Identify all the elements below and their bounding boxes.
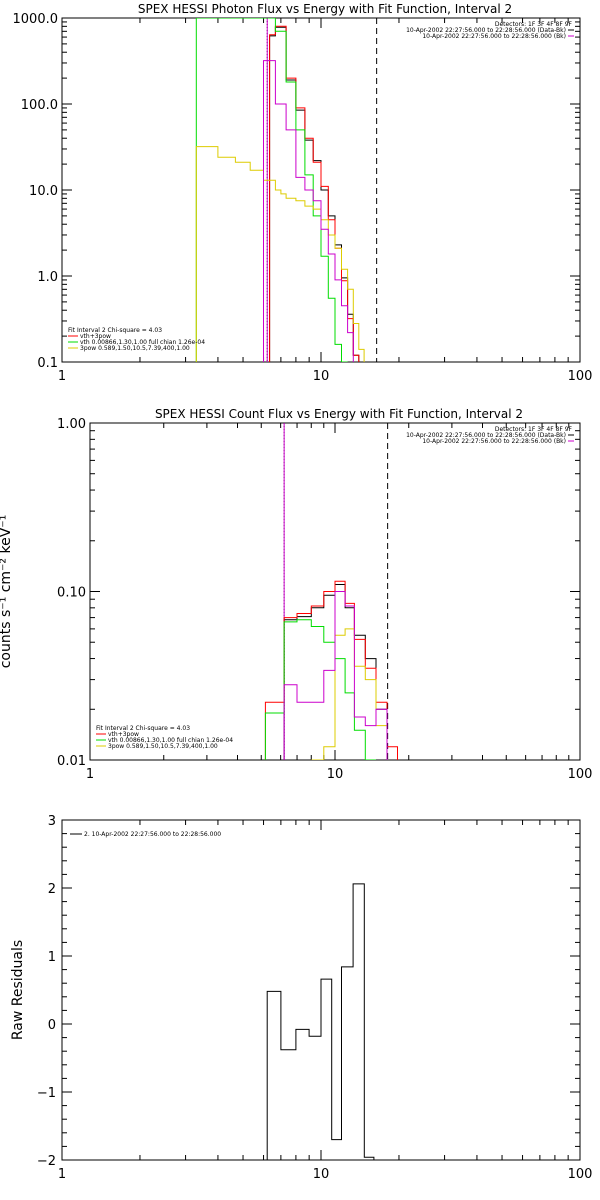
y-tick-label: 1.00	[57, 417, 86, 432]
legend-label: vth+3pow	[108, 731, 139, 738]
header-line: 10-Apr-2002 22:27:56.000 to 22:28:56.000…	[406, 432, 566, 439]
residuals-panel: 1 10 100 −2 −1 0 1 2 3 Raw Residuals 2. 10-Apr-200…	[10, 814, 592, 1182]
legend-label: 2. 10-Apr-2002 22:27:56.000 to 22:28:56.…	[84, 831, 221, 838]
y-tick-label: 3	[48, 814, 56, 829]
y-axis: −2 −1 0 1 2 3	[37, 814, 580, 1169]
y-axis: 0.01 0.10 1.00	[57, 417, 580, 769]
series-line-2	[195, 18, 348, 362]
series-line-3	[311, 628, 388, 760]
legend-label: vth+3pow	[80, 333, 111, 340]
y-tick-label: 1000.0	[13, 12, 59, 27]
y-tick-label: −1	[37, 1086, 56, 1101]
x-tick-label: 1	[58, 369, 66, 384]
legend-label: 3pow 0.589,1.50,10.5,7.39,400,1.00	[108, 743, 218, 750]
y-tick-label: 10.0	[29, 184, 58, 199]
plot-area	[264, 423, 398, 760]
x-tick-label: 10	[313, 369, 330, 384]
y-tick-label: 100.0	[21, 98, 58, 113]
x-axis: 1 10 100	[58, 820, 593, 1182]
series-line-2	[264, 619, 376, 760]
x-tick-label: 100	[568, 767, 593, 782]
x-tick-label: 10	[327, 767, 344, 782]
series-line-4	[283, 591, 388, 760]
header-line: 10-Apr-2002 22:27:56.000 to 22:28:56.000…	[422, 438, 566, 445]
y-tick-label: 1	[48, 950, 56, 965]
legend-label: vth 0.00866,1.30,1.00 full chian 1.26e-0…	[108, 737, 233, 744]
x-tick-label: 100	[568, 369, 593, 384]
y-tick-label: 0.1	[37, 356, 58, 371]
x-tick-label: 100	[568, 1167, 593, 1182]
y-tick-label: 0.10	[57, 586, 86, 601]
y-tick-label: 0.01	[57, 754, 86, 769]
y-tick-label: 1.0	[37, 270, 58, 285]
series-line-3	[195, 146, 365, 362]
x-axis: 1 10 100	[86, 423, 593, 782]
x-axis: 1 10 100	[58, 18, 593, 384]
y-tick-label: 2	[48, 882, 56, 897]
legend-title: Fit Interval 2 Chi-square = 4.03	[96, 725, 190, 732]
series-line-1	[264, 580, 398, 760]
photon-flux-panel: SPEX HESSI Photon Flux vs Energy with Fi…	[13, 2, 593, 384]
y-tick-label: 0	[48, 1018, 56, 1033]
y-axis-label: Raw Residuals	[10, 940, 26, 1040]
x-tick-label: 1	[86, 767, 94, 782]
y-tick-label: −2	[37, 1154, 56, 1169]
header-line: Detectors: 1F 3F 4F 8F 9F	[495, 21, 573, 28]
legend-title: Fit Interval 2 Chi-square = 4.03	[68, 327, 162, 334]
legend-label: vth 0.00866,1.30,1.00 full chian 1.26e-0…	[80, 339, 205, 346]
y-axis-label: counts s⁻¹ cm⁻² keV⁻¹	[0, 515, 14, 669]
x-tick-label: 10	[313, 1167, 330, 1182]
plot-area	[266, 883, 375, 1160]
series-line-0	[266, 883, 375, 1160]
y-axis: 0.1 1.0 10.0 100.0 1000.0	[13, 12, 580, 371]
x-tick-label: 1	[58, 1167, 66, 1182]
chart-title: SPEX HESSI Photon Flux vs Energy with Fi…	[138, 2, 512, 16]
series-line-4	[263, 60, 354, 362]
header-line: Detectors: 1F 3F 4F 8F 9F	[495, 426, 573, 433]
series-line-0	[269, 26, 360, 362]
chart-title: SPEX HESSI Count Flux vs Energy with Fit…	[155, 407, 523, 421]
plot-area	[195, 18, 378, 362]
legend-label: 3pow 0.589,1.50,10.5,7.39,400,1.00	[80, 345, 190, 352]
count-flux-panel: SPEX HESSI Count Flux vs Energy with Fit…	[0, 407, 592, 782]
header-line: 10-Apr-2002 22:27:56.000 to 22:28:56.000…	[406, 27, 566, 34]
header-line: 10-Apr-2002 22:27:56.000 to 22:28:56.000…	[422, 33, 566, 40]
series-line-0	[283, 584, 398, 760]
